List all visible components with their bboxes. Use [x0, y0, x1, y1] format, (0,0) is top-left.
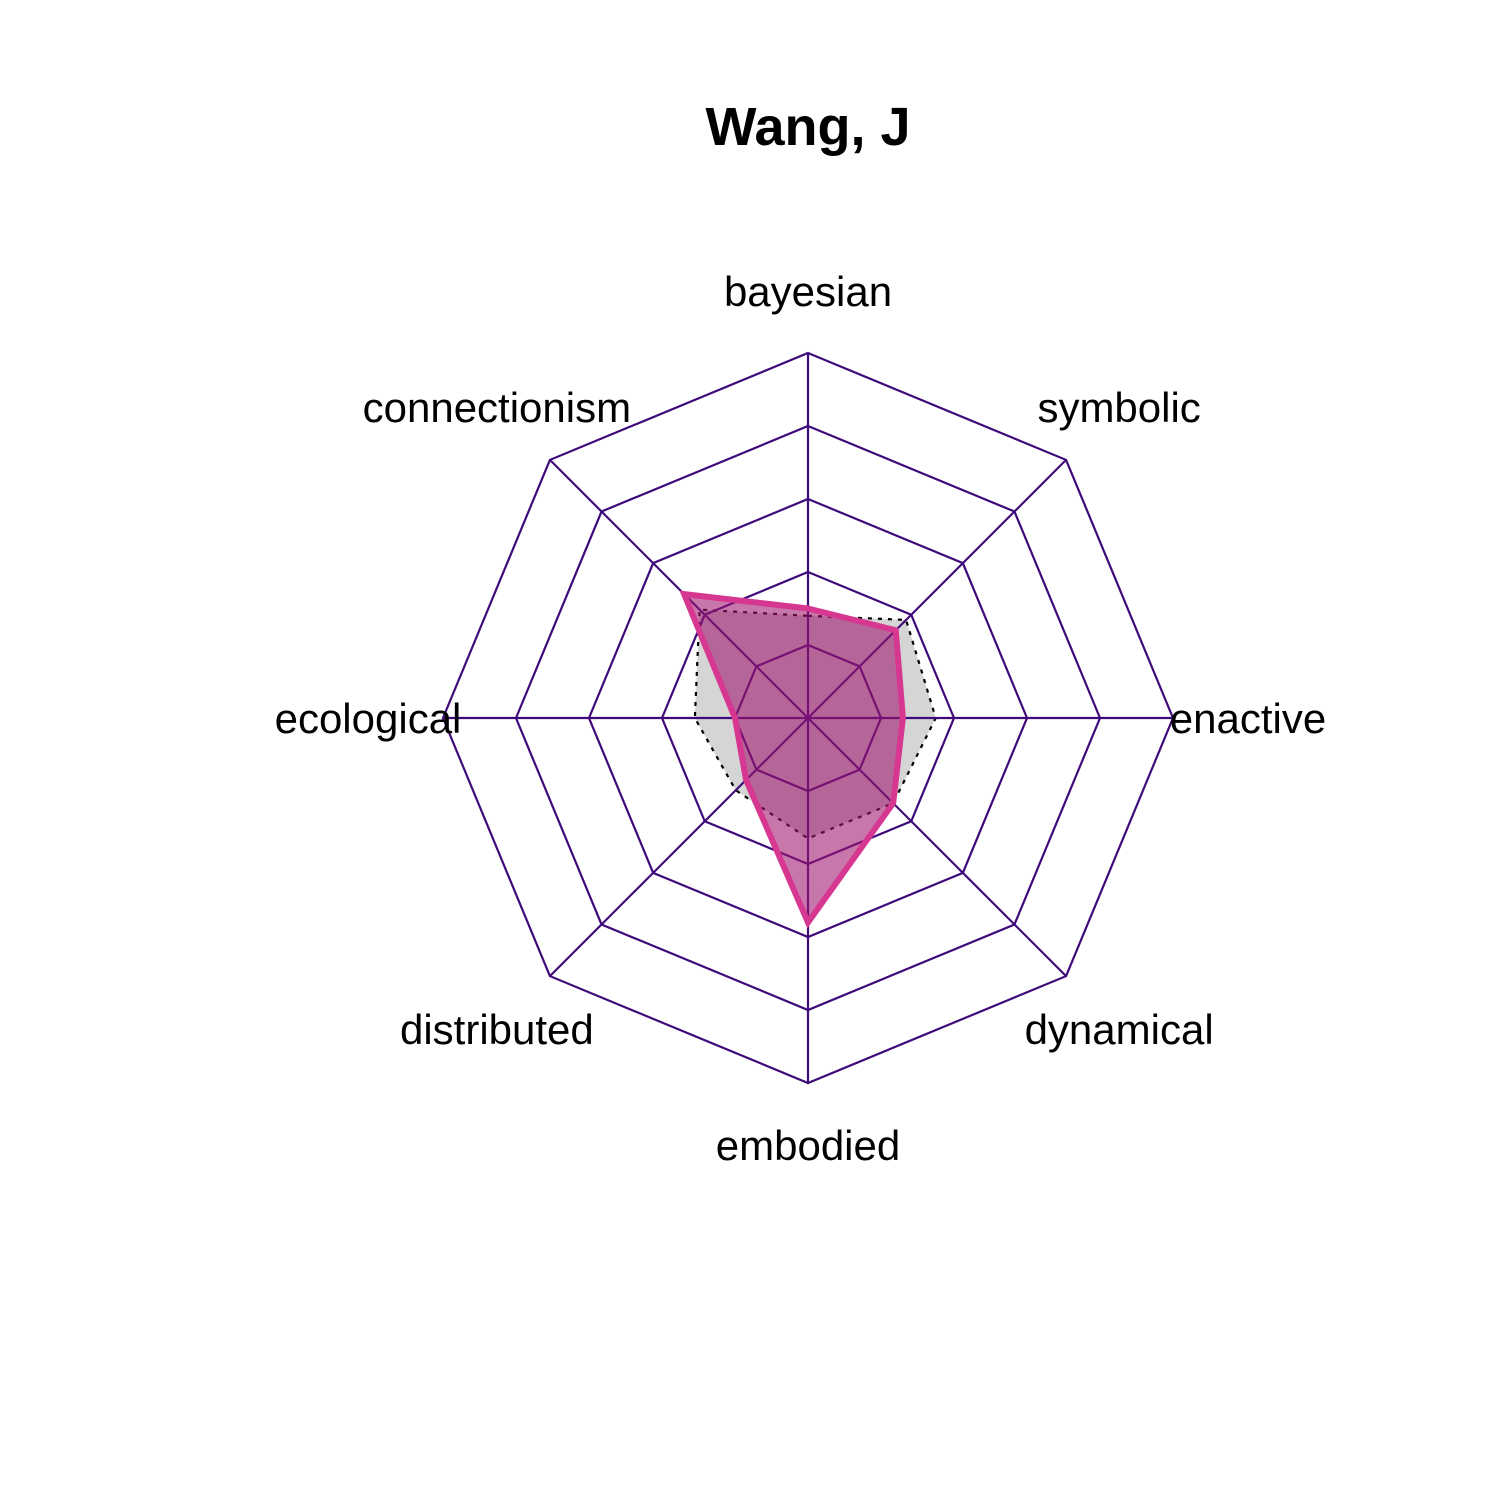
axis-labels: bayesian symbolic enactive dynamical embodie… — [275, 268, 1327, 1169]
axis-label-dynamical: dynamical — [1025, 1006, 1214, 1053]
axis-label-ecological: ecological — [275, 695, 462, 742]
chart-title: Wang, J — [705, 97, 910, 157]
axis-label-distributed: distributed — [400, 1006, 594, 1053]
axis-label-connectionism: connectionism — [363, 384, 631, 431]
series-layer — [679, 590, 906, 929]
axis-label-enactive: enactive — [1170, 695, 1326, 742]
axis-label-embodied: embodied — [716, 1122, 900, 1169]
series-0-polygon — [679, 590, 906, 929]
axis-label-symbolic: symbolic — [1037, 384, 1200, 431]
axis-label-bayesian: bayesian — [724, 268, 892, 315]
